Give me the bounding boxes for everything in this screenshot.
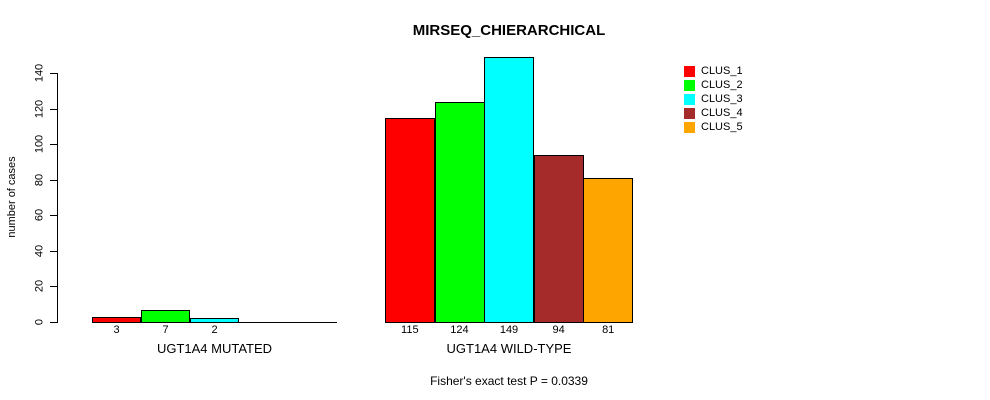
legend-swatch-icon bbox=[684, 93, 695, 105]
bar-value-label: 149 bbox=[499, 324, 519, 336]
legend-label: CLUS_4 bbox=[701, 106, 743, 119]
y-tick-label: 140 bbox=[33, 63, 46, 83]
bar-clus-2 bbox=[141, 309, 190, 323]
y-tick-label: 120 bbox=[33, 99, 46, 119]
y-axis bbox=[57, 73, 58, 323]
caption: Fisher's exact test P = 0.0339 bbox=[430, 374, 588, 388]
bar-value-label: 3 bbox=[113, 324, 120, 336]
y-axis-tick bbox=[50, 73, 57, 74]
legend-row: CLUS_1 bbox=[684, 64, 743, 78]
bar-value-label: 115 bbox=[401, 324, 419, 336]
legend-row: CLUS_3 bbox=[684, 92, 743, 106]
y-axis-tick bbox=[50, 144, 57, 145]
legend: CLUS_1 CLUS_2 CLUS_3 CLUS_4 CLUS_5 bbox=[684, 64, 743, 134]
y-tick-label: 40 bbox=[33, 244, 46, 258]
legend-label: CLUS_3 bbox=[701, 92, 743, 105]
bar-clus-3 bbox=[190, 318, 239, 323]
chart-title: MIRSEQ_CHIERARCHICAL bbox=[412, 22, 606, 39]
legend-row: CLUS_2 bbox=[684, 78, 743, 92]
y-tick-label: 20 bbox=[33, 279, 46, 293]
y-axis-tick bbox=[50, 215, 57, 216]
y-axis-tick bbox=[50, 180, 57, 181]
group-label: UGT1A4 MUTATED bbox=[156, 341, 273, 356]
y-tick-label: 0 bbox=[33, 318, 46, 326]
legend-swatch-icon bbox=[684, 107, 695, 119]
legend-label: CLUS_5 bbox=[701, 120, 743, 133]
bar-clus-3 bbox=[484, 57, 534, 323]
legend-label: CLUS_2 bbox=[701, 78, 743, 91]
y-axis-tick bbox=[50, 251, 57, 252]
legend-swatch-icon bbox=[684, 79, 695, 91]
y-tick-label: 80 bbox=[33, 173, 46, 187]
y-axis-tick bbox=[50, 109, 57, 110]
legend-swatch-icon bbox=[684, 65, 695, 77]
bar-clus-1 bbox=[385, 117, 435, 323]
bar-clus-4 bbox=[534, 154, 584, 323]
y-tick-label: 60 bbox=[33, 208, 46, 222]
legend-label: CLUS_1 bbox=[701, 64, 743, 77]
bar-value-label: 124 bbox=[450, 324, 469, 336]
bar-clus-5 bbox=[583, 177, 633, 323]
legend-row: CLUS_5 bbox=[684, 120, 743, 134]
legend-row: CLUS_4 bbox=[684, 106, 743, 120]
bar-clus-1 bbox=[92, 316, 141, 323]
bar-value-label: 2 bbox=[211, 324, 218, 336]
y-axis-label: number of cases bbox=[6, 156, 18, 238]
y-axis-tick bbox=[50, 286, 57, 287]
bar-value-label: 81 bbox=[602, 324, 615, 336]
bar-value-label: 94 bbox=[552, 324, 565, 336]
bar-value-label: 7 bbox=[162, 324, 169, 336]
group-label: UGT1A4 WILD-TYPE bbox=[446, 341, 572, 356]
y-axis-tick bbox=[50, 322, 57, 323]
y-tick-label: 100 bbox=[33, 134, 46, 154]
legend-swatch-icon bbox=[684, 121, 695, 133]
bar-clus-2 bbox=[435, 101, 485, 323]
